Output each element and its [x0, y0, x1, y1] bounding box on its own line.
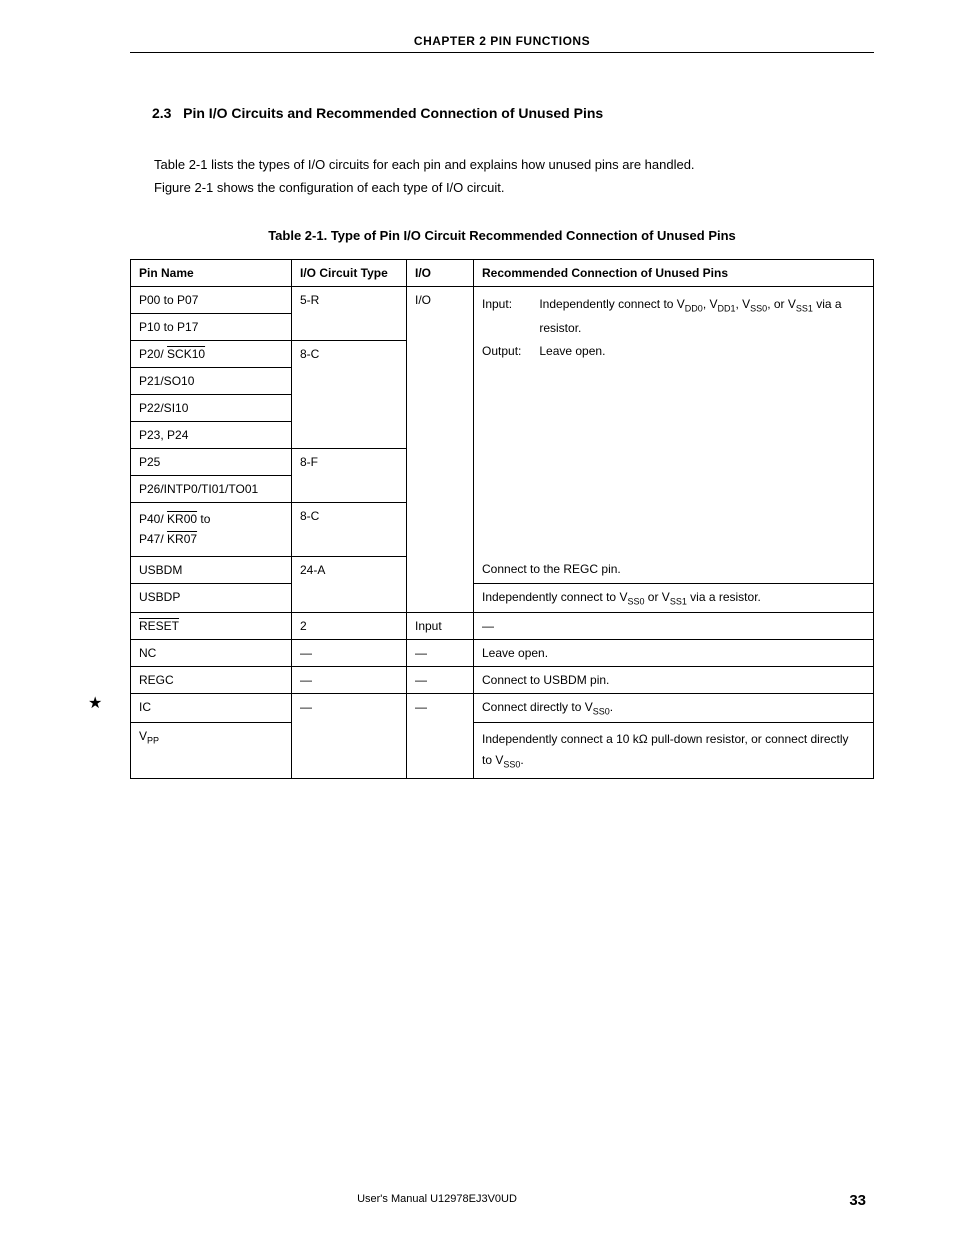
t: Independently connect to V — [482, 590, 627, 604]
t: or V — [644, 590, 669, 604]
cell-io: Input — [407, 612, 474, 639]
t: , V — [703, 297, 718, 311]
cell-pin: RESET — [131, 612, 292, 639]
sub: PP — [147, 736, 159, 746]
cell-io: — — [407, 693, 474, 778]
t: Connect directly to V — [482, 700, 593, 714]
cell-io — [407, 556, 474, 612]
t: , or V — [767, 297, 796, 311]
t: to V — [482, 753, 503, 767]
pin-table: Pin Name I/O Circuit Type I/O Recommende… — [130, 259, 874, 780]
t: P20/ — [139, 347, 167, 361]
t: P47/ — [139, 532, 167, 546]
cell-pin: IC — [131, 693, 292, 722]
overline-text: KR07 — [167, 532, 197, 546]
cell-rec-group1: Input: Independently connect to VDD0, VD… — [474, 286, 874, 556]
section-title: 2.3 Pin I/O Circuits and Recommended Con… — [130, 105, 874, 121]
sub: SS0 — [627, 596, 644, 606]
cell-rec: Independently connect to VSS0 or VSS1 vi… — [474, 583, 874, 612]
sub: SS0 — [503, 759, 520, 769]
cell-pin: P10 to P17 — [131, 313, 292, 340]
chapter-header: CHAPTER 2 PIN FUNCTIONS — [130, 34, 874, 52]
page-number: 33 — [849, 1192, 866, 1209]
t: . — [610, 700, 613, 714]
cell-rec: Connect directly to VSS0. — [474, 693, 874, 722]
intro-line-1: Table 2-1 lists the types of I/O circuit… — [154, 153, 874, 176]
sub: SS1 — [796, 303, 813, 313]
cell-type: 8-F — [292, 448, 407, 502]
intro-paragraph: Table 2-1 lists the types of I/O circuit… — [130, 153, 874, 200]
cell-rec: Leave open. — [474, 639, 874, 666]
t: P40/ — [139, 512, 167, 526]
overline-text: KR00 — [167, 512, 197, 526]
cell-type: 8-C — [292, 502, 407, 556]
cell-pin: P23, P24 — [131, 421, 292, 448]
col-io: I/O — [407, 259, 474, 286]
rec-output-text: Leave open. — [539, 344, 605, 358]
cell-pin: USBDP — [131, 583, 292, 612]
overline-text: RESET — [139, 619, 179, 633]
t: to — [197, 512, 210, 526]
sub: DD0 — [685, 303, 703, 313]
cell-io: I/O — [407, 286, 474, 556]
overline-text: SCK10 — [167, 347, 205, 361]
cell-pin: P25 — [131, 448, 292, 475]
sub: SS1 — [670, 596, 687, 606]
cell-rec: Connect to the REGC pin. — [474, 556, 874, 583]
col-io-type: I/O Circuit Type — [292, 259, 407, 286]
cell-pin: NC — [131, 639, 292, 666]
cell-rec: Independently connect a 10 kΩ pull-down … — [474, 723, 874, 779]
cell-pin: P40/ KR00 to P47/ KR07 — [131, 502, 292, 556]
cell-rec: Connect to USBDM pin. — [474, 666, 874, 693]
col-rec: Recommended Connection of Unused Pins — [474, 259, 874, 286]
footer-manual: User's Manual U12978EJ3V0UD — [0, 1193, 874, 1205]
cell-type: 8-C — [292, 340, 407, 448]
star-marker-icon: ★ — [88, 693, 102, 713]
sub: SS0 — [593, 706, 610, 716]
col-pin-name: Pin Name — [131, 259, 292, 286]
section-number: 2.3 — [152, 105, 171, 121]
t: via a resistor. — [687, 590, 761, 604]
intro-line-2: Figure 2-1 shows the configuration of ea… — [154, 176, 874, 199]
cell-type: — — [292, 666, 407, 693]
table-caption: Table 2-1. Type of Pin I/O Circuit Recom… — [130, 228, 874, 243]
cell-pin: P00 to P07 — [131, 286, 292, 313]
rec-input-text: Independently connect to VDD0, VDD1, VSS… — [539, 297, 841, 311]
cell-pin: P26/INTP0/TI01/TO01 — [131, 475, 292, 502]
cell-pin: VPP — [131, 723, 292, 779]
cell-type: 2 — [292, 612, 407, 639]
t: . — [520, 753, 523, 767]
section-heading: Pin I/O Circuits and Recommended Connect… — [183, 105, 603, 121]
cell-type: — — [292, 693, 407, 778]
cell-type: 24-A — [292, 556, 407, 612]
rec-output-label: Output: — [482, 340, 536, 363]
sub: DD1 — [717, 303, 735, 313]
cell-pin: P22/SI10 — [131, 394, 292, 421]
rec-input-label: Input: — [482, 293, 536, 316]
header-rule — [130, 52, 874, 53]
t: via a — [813, 297, 842, 311]
cell-pin: P21/SO10 — [131, 367, 292, 394]
sub: SS0 — [750, 303, 767, 313]
t: V — [139, 729, 147, 743]
cell-pin: P20/ SCK10 — [131, 340, 292, 367]
cell-io: — — [407, 666, 474, 693]
cell-pin: USBDM — [131, 556, 292, 583]
cell-io: — — [407, 639, 474, 666]
cell-pin: REGC — [131, 666, 292, 693]
cell-type: 5-R — [292, 286, 407, 340]
t: Independently connect a 10 kΩ pull-down … — [482, 732, 849, 746]
t: Independently connect to V — [539, 297, 684, 311]
t: , V — [736, 297, 751, 311]
cell-type: — — [292, 639, 407, 666]
rec-input-text-2: resistor. — [539, 321, 581, 335]
cell-rec: — — [474, 612, 874, 639]
